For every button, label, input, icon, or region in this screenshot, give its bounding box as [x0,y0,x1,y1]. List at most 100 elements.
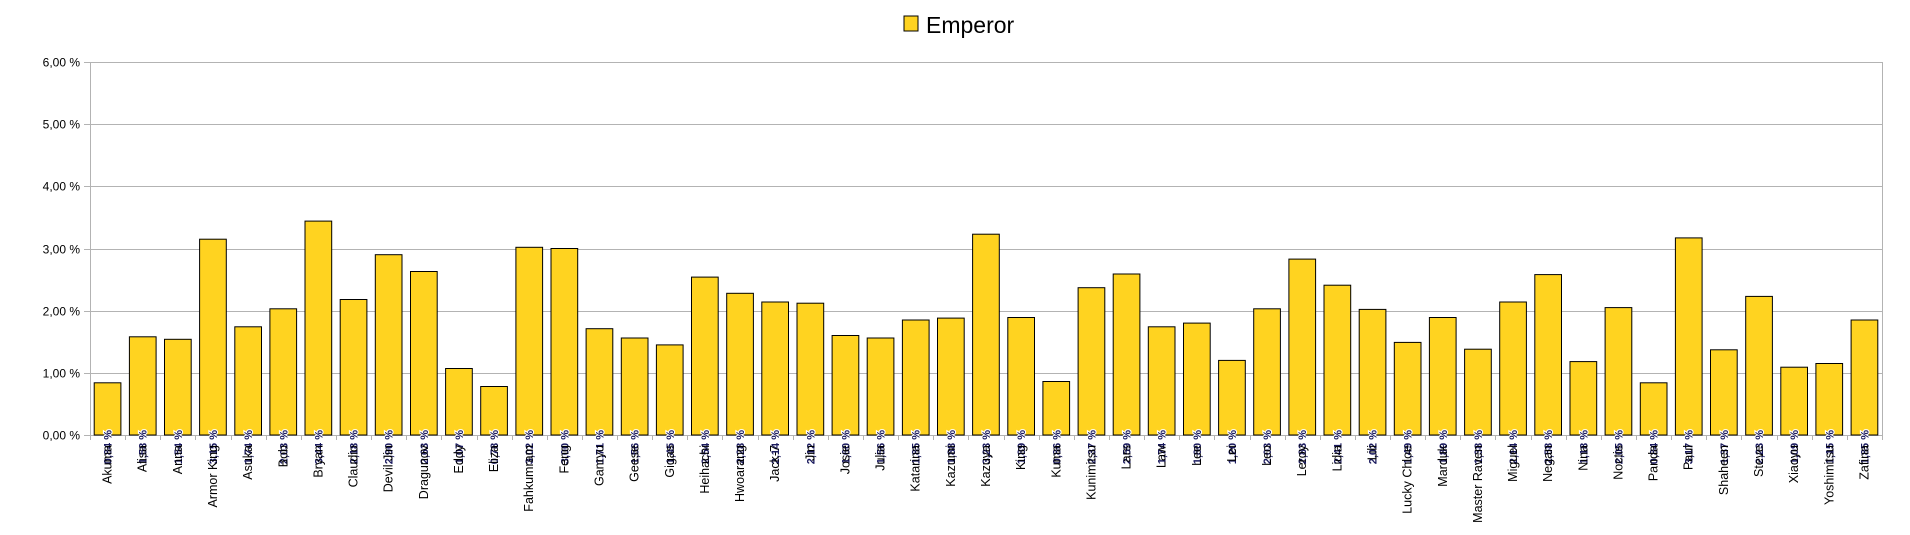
bar-geese [620,337,649,436]
x-tick-label: Shaheen [1717,445,1731,495]
data-label: 1,18 % [1578,430,1590,464]
x-tick-label: Eliza [487,445,501,472]
x-tick-label: Leroy [1295,444,1309,476]
data-label: 1,45 % [665,430,677,464]
x-tick-label: Alisa [136,445,150,472]
x-tick-label: Bryan [311,445,325,478]
x-tick-label: Armor King [206,445,220,508]
x-tick-label: Heihachi [698,445,712,494]
x-tick-label: Hwoarang [733,445,747,502]
bar-claudio [339,299,368,436]
bar-xiaoyu [1780,366,1809,436]
bar-steve [1745,295,1773,436]
data-label: 2,12 % [805,430,817,464]
x-tick-label: Feng [557,445,571,474]
bar-eliza [480,386,508,436]
x-tick-label: Katarina [909,445,923,492]
y-tick-label: 4,00 % [43,180,81,194]
data-label: 3,02 % [524,430,536,464]
data-label: 1,71 % [595,430,607,464]
data-label: 2,02 % [1368,430,1380,464]
x-tick-label: Dragunov [417,444,431,499]
bar-bryan [304,220,333,436]
data-label: 1,07 % [454,430,466,464]
x-tick-label: Lili [1366,445,1380,460]
bar-ganryu [585,328,614,436]
data-labels: 0,84 % 1,58 % 1,54 % 3,15 % 1,74 % 2,03 % 3,44… [101,429,1872,466]
bar-devil-jin [374,254,403,436]
data-label: 1,74 % [243,430,255,464]
x-tick-label: Miguel [1506,445,1520,482]
x-tick-label: Negan [1541,445,1555,482]
y-tick-label: 1,00 % [43,367,81,381]
bar-lars [1112,273,1141,436]
x-tick-label: Jack-7 [768,445,782,482]
data-label: 0,86 % [1051,430,1063,464]
x-tick-label: Devil Jin [382,445,396,492]
data-label: 2,90 % [384,430,396,464]
y-tick-label: 5,00 % [43,118,81,132]
x-tick-label: Marduk [1436,444,1450,486]
bar-feng [550,248,579,436]
bar-noctis [1604,307,1633,436]
data-label: 2,28 % [735,430,747,464]
x-tick-label: Paul [1682,445,1696,470]
bar-lei [1218,359,1246,436]
x-tick-label: Asuka [241,445,255,480]
x-tick-label: Law [1155,444,1169,468]
bar-lee [1183,322,1211,436]
x-tick-label: Xiaoyu [1787,445,1801,483]
x-tick-label: Lee [1190,445,1204,466]
bar-eddy [445,368,473,436]
x-tick-label: Lucky Chloe [1401,445,1415,514]
bar-kuma [1042,381,1071,436]
x-tick-label: Gigas [663,445,677,478]
x-tick-label: Kuma [1049,445,1063,478]
x-tick-label: Yoshimitsu [1822,445,1836,505]
data-label: 1,15 % [1824,430,1836,464]
bar-katarina [901,319,930,436]
x-tick-label: Kunimitsu [1084,445,1098,500]
y-tick-label: 3,00 % [43,243,81,257]
bar-fahkumram [515,246,544,436]
x-tick-label: Anna [171,445,185,474]
x-tick-label: Ganryu [593,445,607,486]
bar-armor-king [199,238,227,436]
data-label: 2,03 % [1262,430,1274,464]
data-label: 1,49 % [1403,430,1415,464]
bar-heihachi [691,276,719,436]
data-label: 1,88 % [946,430,958,464]
bar-leo [1253,308,1281,436]
data-label: 2,63 % [419,430,431,464]
y-tick-label: 2,00 % [43,305,81,319]
data-label: 1,89 % [1438,430,1450,464]
bar-master-raven [1464,348,1492,436]
bar-leroy [1288,258,1317,436]
bar-lili [1358,308,1387,436]
x-tick-label: Nina [1576,445,1590,471]
data-label: 0,84 % [103,430,115,464]
legend: Emperor [903,12,1015,38]
bar-shaheen [1710,349,1738,436]
bar-asuka [234,326,263,436]
bar-law [1147,326,1176,436]
data-label: 2,41 % [1332,430,1344,464]
data-label: 3,17 % [1684,430,1696,464]
bar-hwoarang [726,292,754,436]
x-tick-label: King [1014,445,1028,470]
x-tick-label: Akuma [101,445,115,484]
bar-bob [269,308,298,436]
bar-julia [866,337,895,436]
bar-jin [796,302,825,436]
data-label: 2,14 % [770,430,782,464]
data-label: 1,54 % [173,430,185,464]
x-tick-label: Eddy [452,444,466,473]
x-tick-label: Bob [276,445,290,467]
data-label: 3,00 % [559,430,571,464]
bar-lidia [1323,284,1352,436]
x-tick-label: Lidia [1330,445,1344,471]
data-label: 2,58 % [1543,430,1555,464]
data-label: 3,44 % [313,430,325,464]
bar-jack-7 [761,301,789,436]
data-label: 2,83 % [1297,430,1309,464]
